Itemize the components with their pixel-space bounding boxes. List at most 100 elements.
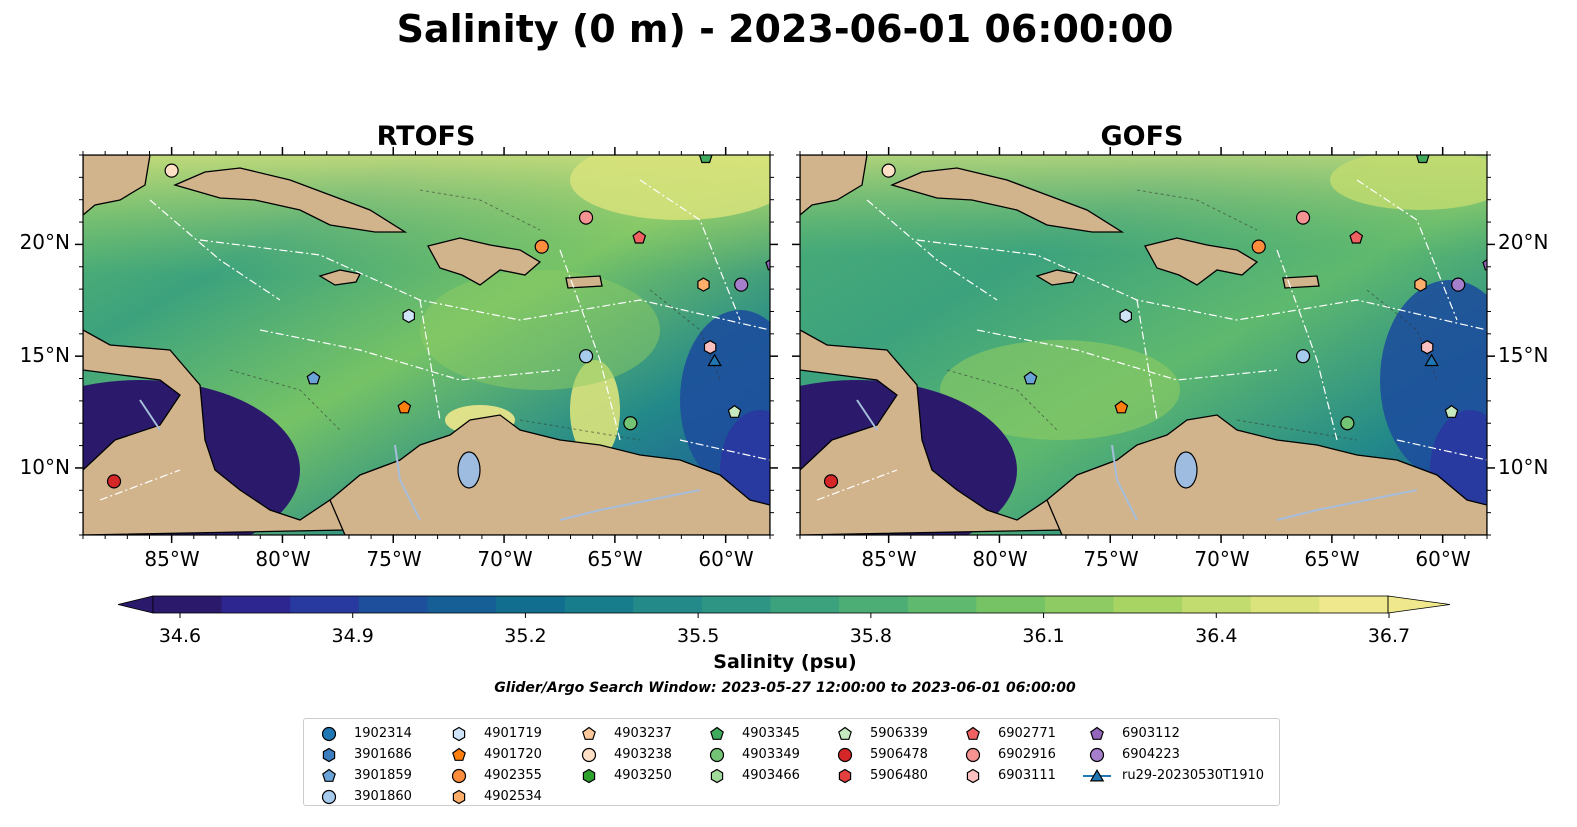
platform-marker — [1414, 277, 1427, 292]
axis-ticks — [75, 147, 1495, 543]
y-tick-label-left: 10°N — [20, 455, 70, 479]
search-window-text: Glider/Argo Search Window: 2023-05-27 12… — [494, 680, 1076, 696]
legend-marker-icon — [710, 726, 724, 740]
colorbar-frame — [152, 595, 1389, 614]
platform-marker — [1415, 155, 1430, 164]
platform-marker — [1295, 349, 1311, 364]
legend-marker — [322, 768, 336, 782]
legend-item: 4903466 — [702, 765, 800, 786]
land-jamaica — [318, 269, 361, 286]
eez-boundaries — [99, 179, 770, 501]
legend-marker — [581, 747, 597, 762]
legend-label: 3901860 — [354, 789, 412, 804]
legend-label: 4903237 — [614, 726, 672, 741]
platform-marker — [1251, 239, 1266, 254]
colorbar-segment — [633, 596, 703, 613]
legend-marker-icon — [322, 747, 336, 762]
legend-item: 6903112 — [1082, 723, 1264, 744]
colorbar-extend-high — [1387, 595, 1451, 614]
colorbar-segment — [976, 596, 1046, 613]
colorbar-segment — [496, 596, 566, 613]
land-puerto-rico — [1282, 275, 1320, 289]
legend-column: 6902771 6902916 6903111 — [958, 723, 1056, 786]
x-tick-label-right: 70°W — [1194, 547, 1249, 571]
platform-marker — [697, 277, 710, 292]
legend-label: 5906478 — [870, 747, 928, 762]
colorbar-tick-label: 34.9 — [332, 625, 374, 647]
platform-marker — [1349, 230, 1364, 244]
x-tick-label-right: 75°W — [1083, 547, 1138, 571]
map-panel-rtofs — [83, 155, 770, 535]
legend-marker-icon — [321, 726, 337, 741]
legend-item: 4903345 — [702, 723, 800, 744]
legend-column: 4903345 4903349 4903466 — [702, 723, 800, 786]
legend-item: 6903111 — [958, 765, 1056, 786]
colorbar-tick-label: 36.4 — [1195, 625, 1237, 647]
legend-marker — [321, 789, 337, 804]
colorbar-segment — [839, 596, 909, 613]
colorbar-tick-label: 36.1 — [1022, 625, 1064, 647]
legend-marker-icon — [322, 768, 336, 782]
legend-item: 4903250 — [574, 765, 672, 786]
legend-marker-icon — [838, 726, 852, 740]
legend-marker — [710, 768, 724, 783]
colorbar: 34.6 34.9 35.2 35.5 35.8 36.1 36.4 36.7 — [117, 595, 1451, 647]
legend-label: 6902771 — [998, 726, 1056, 741]
y-tick-label-left: 20°N — [20, 230, 70, 254]
colorbar-segment — [701, 596, 772, 613]
legend-marker-icon — [451, 768, 467, 783]
legend-item: 5906480 — [830, 765, 928, 786]
legend-label: 3901859 — [354, 768, 412, 783]
platform-marker — [534, 239, 549, 254]
platform-marker — [106, 474, 122, 489]
panel-title-gofs: GOFS — [1100, 121, 1183, 152]
legend-marker-icon — [1089, 747, 1105, 762]
legend-marker — [1089, 747, 1105, 762]
colorbar-segment — [907, 596, 977, 613]
legend-column: 5906339 5906478 5906480 — [830, 723, 928, 786]
legend-marker-icon — [1090, 726, 1104, 740]
legend-marker-icon — [966, 768, 980, 783]
platform-marker — [164, 163, 179, 178]
eez-boundaries — [816, 179, 1487, 501]
x-tick-label-left: 60°W — [698, 547, 753, 571]
land-hispaniola — [1144, 237, 1259, 286]
legend-label: 4903345 — [742, 726, 800, 741]
colorbar-tick-label: 35.8 — [850, 625, 892, 647]
platform-marker — [1114, 400, 1129, 414]
legend-marker — [837, 747, 853, 762]
platform-marker — [698, 155, 713, 164]
colorbar-tick-label: 35.2 — [504, 625, 546, 647]
platform-marker — [1420, 340, 1434, 355]
platform-marker — [578, 349, 594, 364]
x-tick-label-left: 75°W — [366, 547, 421, 571]
legend-marker-icon — [965, 747, 981, 762]
platform-marker — [707, 353, 722, 367]
legend-marker — [965, 747, 981, 762]
legend-marker — [710, 726, 724, 740]
legend-item: 4903237 — [574, 723, 672, 744]
x-tick-label-left: 65°W — [587, 547, 642, 571]
legend-item: 3901686 — [314, 744, 412, 765]
platform-marker — [1023, 371, 1038, 385]
legend-marker — [452, 747, 466, 761]
bathymetry-contours — [946, 189, 1438, 441]
lake-maracaibo — [1174, 451, 1198, 489]
legend-marker — [321, 726, 337, 741]
legend-marker — [1089, 768, 1105, 781]
land-south-america — [329, 414, 770, 535]
legend-marker — [582, 726, 596, 740]
platform-marker — [1295, 210, 1311, 225]
legend-marker — [1090, 726, 1104, 740]
map-frame-rtofs — [82, 154, 771, 536]
legend-marker — [452, 789, 466, 804]
platform-marker — [623, 416, 638, 431]
platform-marker — [1451, 277, 1466, 292]
legend-marker-icon — [452, 789, 466, 804]
legend-label: 5906480 — [870, 768, 928, 783]
legend-label: 6903112 — [1122, 726, 1180, 741]
platform-marker — [727, 404, 742, 418]
legend-item: 4903349 — [702, 744, 800, 765]
legend-label: 4903466 — [742, 768, 800, 783]
legend-label: 6902916 — [998, 747, 1056, 762]
